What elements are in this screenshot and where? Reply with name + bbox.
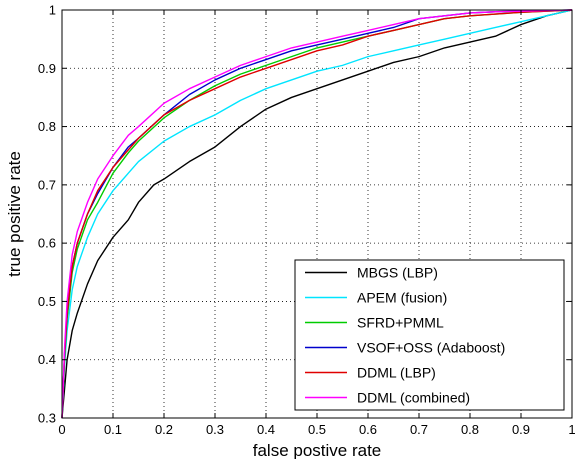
y-tick-label: 0.9 — [38, 61, 56, 76]
x-tick-label: 0.6 — [359, 422, 377, 437]
legend: MBGS (LBP) APEM (fusion) SFRD+PMML VSOF+OSS… — [294, 259, 565, 411]
y-tick-label: 0.6 — [38, 236, 56, 251]
y-tick-label: 0.8 — [38, 119, 56, 134]
legend-label: DDML (combined) — [357, 390, 470, 406]
legend-label: DDML (LBP) — [357, 365, 436, 381]
x-tick-label: 0.9 — [512, 422, 530, 437]
x-tick-label: 0.2 — [155, 422, 173, 437]
legend-label: SFRD+PMML — [357, 315, 444, 331]
y-tick-label: 0.4 — [38, 352, 56, 367]
x-tick-label: 0.7 — [410, 422, 428, 437]
legend-box — [294, 259, 565, 411]
y-tick-label: 0.7 — [38, 177, 56, 192]
y-tick-label: 0.5 — [38, 294, 56, 309]
x-tick-label: 0.8 — [461, 422, 479, 437]
series-line-4 — [61, 9, 573, 419]
axis-ticks: 0 0.1 0.2 0.3 0.4 0.5 0.6 0.7 0.8 0.9 1 0.3 0.4 0.5 0.… — [38, 3, 575, 438]
y-tick-label: 0.3 — [38, 411, 56, 426]
legend-label: APEM (fusion) — [357, 290, 447, 306]
y-tick-label: 1 — [49, 3, 56, 18]
x-tick-label: 0.1 — [104, 422, 122, 437]
series-line-0 — [61, 9, 573, 419]
x-tick-label: 0.4 — [257, 422, 275, 437]
legend-label: MBGS (LBP) — [357, 265, 438, 281]
legend-label: VSOF+OSS (Adaboost) — [357, 340, 505, 356]
series-line-1 — [61, 9, 573, 419]
x-tick-label: 0.5 — [308, 422, 326, 437]
x-tick-label: 0.3 — [206, 422, 224, 437]
x-tick-label: 0 — [58, 422, 65, 437]
series-line-5 — [61, 9, 573, 419]
y-axis-label: true positive rate — [5, 151, 24, 277]
x-axis-label: false postive rate — [253, 441, 382, 459]
series-lines — [61, 9, 573, 419]
x-tick-label: 1 — [568, 422, 575, 437]
